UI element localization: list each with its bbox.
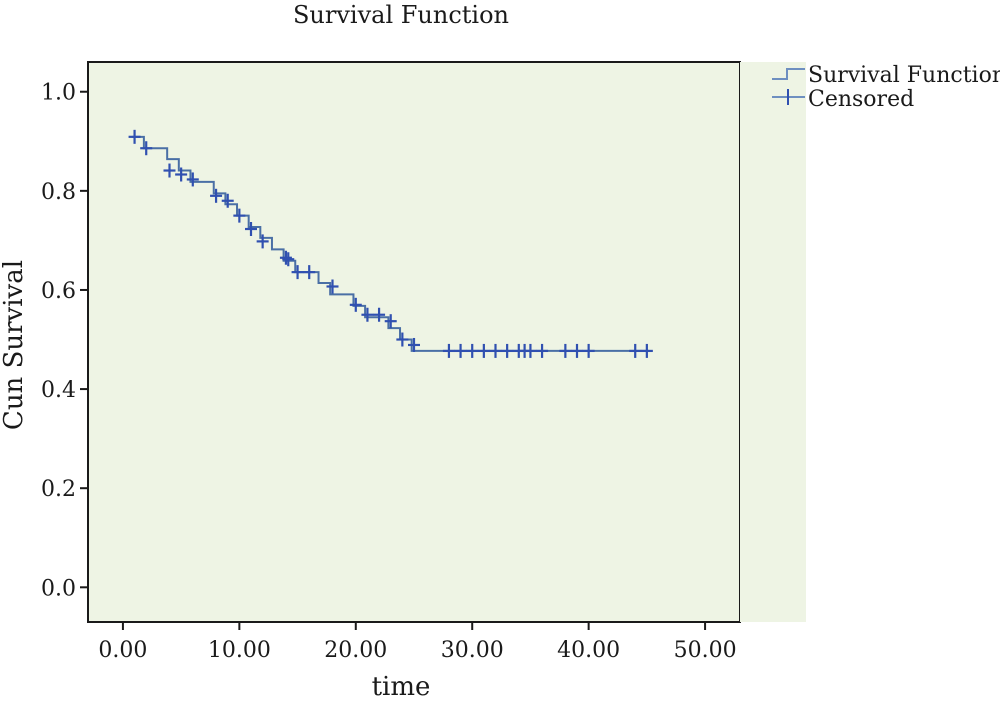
survival-function-line [132, 135, 650, 352]
censored-mark [291, 265, 304, 280]
censored-mark [233, 208, 246, 223]
censored-mark [303, 265, 316, 280]
censored-mark [477, 343, 490, 358]
censored-mark [245, 222, 257, 237]
censored-mark [571, 343, 583, 358]
x-tick-label: 50.00 [674, 638, 737, 663]
legend-area [740, 62, 806, 622]
censored-mark [128, 129, 141, 144]
x-tick-label: 40.00 [557, 638, 620, 663]
censored-mark [140, 141, 153, 156]
y-axis: 0.0 0.2 0.4 0.6 0.8 1.0 [41, 81, 88, 601]
y-tick-label: 0.8 [41, 180, 76, 205]
censored-mark [384, 314, 397, 329]
x-tick-label: 20.00 [324, 638, 387, 663]
censored-mark [175, 167, 188, 182]
censored-mark [582, 343, 595, 358]
censored-mark [282, 252, 295, 267]
censored-mark [279, 250, 292, 265]
censored-mark [629, 343, 642, 358]
x-tick-label: 30.00 [441, 638, 504, 663]
chart-title: Survival Function [293, 1, 509, 29]
censored-mark [396, 332, 409, 347]
series-layer [128, 129, 653, 358]
y-tick-label: 0.4 [41, 378, 76, 403]
censored-mark [466, 343, 479, 358]
censored-mark [361, 307, 374, 322]
censored-mark [210, 188, 223, 203]
legend-censored-label: Censored [808, 87, 914, 112]
censored-mark [501, 343, 514, 358]
legend-survival-swatch [772, 68, 805, 80]
censored-mark [221, 193, 234, 208]
censored-mark [186, 172, 199, 187]
censored-mark [559, 343, 572, 358]
y-tick-label: 1.0 [41, 81, 76, 106]
censored-mark [326, 279, 339, 294]
y-tick-label: 0.0 [41, 576, 76, 601]
x-axis: 0.00 10.00 20.00 30.00 40.00 50.00 [98, 622, 737, 663]
censored-mark [442, 343, 455, 358]
y-tick-label: 0.2 [41, 477, 76, 502]
y-tick-label: 0.6 [41, 279, 76, 304]
x-tick-label: 0.00 [98, 638, 147, 663]
censored-mark [373, 307, 386, 322]
censored-mark [536, 343, 549, 358]
legend: Survival Function Censored [772, 63, 1000, 112]
legend-survival-label: Survival Function [808, 63, 1000, 88]
x-tick-label: 10.00 [208, 638, 271, 663]
censored-mark [408, 337, 420, 352]
y-axis-title: Cun Survival [0, 260, 29, 430]
censored-mark [524, 343, 537, 358]
x-axis-title: time [372, 672, 431, 702]
censored-mark [349, 297, 362, 312]
censored-mark [489, 343, 502, 358]
censored-mark [640, 343, 653, 358]
censored-mark [163, 163, 176, 178]
censored-mark [256, 234, 269, 249]
censored-mark [454, 343, 467, 358]
